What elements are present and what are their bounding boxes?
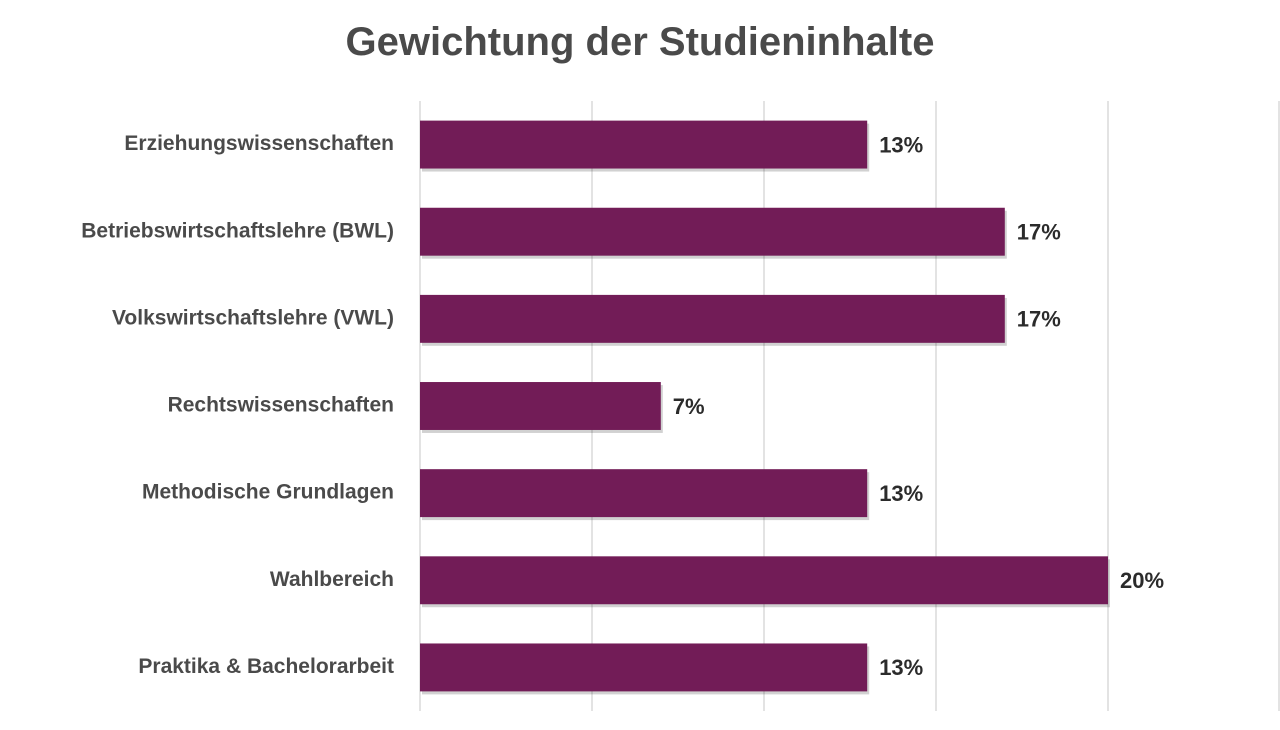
bar-1 xyxy=(420,207,1005,256)
category-label-2: Volkswirtschaftslehre (VWL) xyxy=(112,306,394,329)
data-label-2: 17% xyxy=(1017,307,1061,332)
bar-2 xyxy=(420,294,1005,343)
bar-6 xyxy=(420,643,868,692)
data-label-0: 13% xyxy=(879,132,923,157)
bar-4 xyxy=(420,469,868,518)
data-label-4: 13% xyxy=(879,481,923,506)
data-label-1: 17% xyxy=(1017,220,1061,245)
category-label-3: Rechtswissenschaften xyxy=(168,394,394,417)
category-label-4: Methodische Grundlagen xyxy=(142,481,394,504)
data-label-5: 20% xyxy=(1120,568,1164,593)
bar-0 xyxy=(420,120,868,169)
category-label-5: Wahlbereich xyxy=(270,568,394,591)
chart-title: Gewichtung der Studieninhalte xyxy=(345,20,935,64)
category-label-6: Praktika & Bachelorarbeit xyxy=(138,655,394,678)
data-label-3: 7% xyxy=(673,394,705,419)
bar-5 xyxy=(420,556,1108,605)
category-label-1: Betriebswirtschaftslehre (BWL) xyxy=(81,219,394,242)
category-label-0: Erziehungswissenschaften xyxy=(124,132,394,155)
data-label-6: 13% xyxy=(879,655,923,680)
bar-3 xyxy=(420,382,661,430)
